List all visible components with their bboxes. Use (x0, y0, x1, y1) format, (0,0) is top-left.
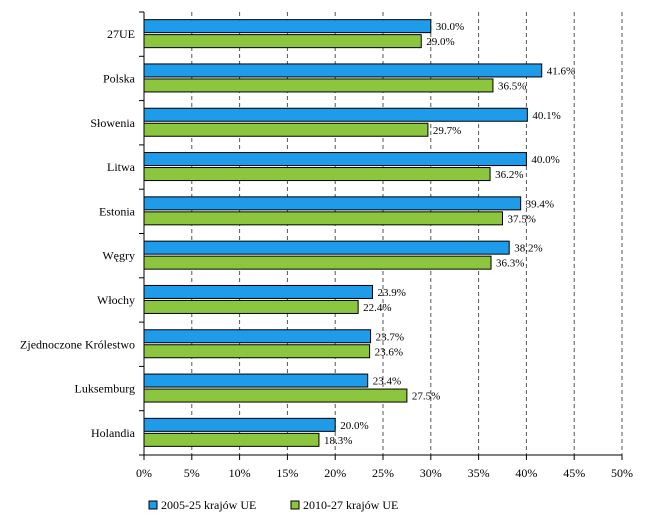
data-label: 23.4% (373, 376, 401, 388)
bar-series2 (143, 299, 359, 314)
x-tick-label: 5% (184, 466, 200, 480)
category-label: Słowenia (90, 116, 135, 130)
data-label: 36.2% (495, 169, 523, 181)
bar-series2 (143, 34, 422, 49)
bar-series2 (143, 388, 408, 403)
data-label: 40.0% (531, 154, 559, 166)
category-label: 27UE (107, 27, 135, 41)
bar-series1 (143, 63, 543, 78)
data-label: 41.6% (547, 65, 575, 77)
data-label: 22.4% (363, 302, 391, 314)
bar-series1 (143, 417, 336, 432)
data-label: 23.7% (376, 331, 404, 343)
x-tick-label: 45% (563, 466, 585, 480)
bar-series2 (143, 255, 492, 270)
data-label: 18.3% (324, 435, 352, 447)
category-label: Estonia (99, 204, 136, 218)
bar-series1 (143, 329, 372, 344)
bar-series2 (143, 211, 503, 226)
data-label: 40.1% (532, 110, 560, 122)
data-label: 23.6% (375, 346, 403, 358)
category-label: Holandia (91, 426, 136, 440)
data-label: 36.3% (496, 258, 524, 270)
bar-series1 (143, 152, 527, 167)
category-label: Włochy (97, 293, 135, 307)
category-label: Luksemburg (75, 382, 135, 396)
legend-swatch (148, 500, 158, 510)
bar-series2 (143, 122, 429, 137)
x-tick-label: 30% (420, 466, 442, 480)
data-label: 37.5% (508, 213, 536, 225)
data-label: 29.7% (433, 125, 461, 137)
data-label: 39.4% (526, 198, 554, 210)
data-label: 27.5% (412, 391, 440, 403)
bar-series1 (143, 284, 373, 299)
data-label: 29.0% (426, 36, 454, 48)
x-tick-label: 50% (611, 466, 633, 480)
x-tick-label: 0% (136, 466, 152, 480)
data-label: 30.0% (436, 21, 464, 33)
bar-series1 (143, 373, 369, 388)
data-label: 36.5% (498, 80, 526, 92)
category-label: Węgry (102, 249, 135, 263)
legend-label: 2005-25 krajów UE (161, 498, 256, 512)
bar-series1 (143, 240, 510, 255)
legend-swatch (290, 500, 300, 510)
bar-series2 (143, 167, 491, 182)
x-tick-label: 25% (372, 466, 394, 480)
x-tick-label: 10% (229, 466, 251, 480)
category-label: Polska (103, 71, 136, 85)
bar-series2 (143, 344, 371, 359)
bar-series2 (143, 78, 494, 93)
bar-series1 (143, 107, 528, 122)
data-label: 38.2% (514, 243, 542, 255)
bar-series2 (143, 432, 320, 447)
x-tick-label: 40% (515, 466, 537, 480)
legend-label: 2010-27 krajów UE (303, 498, 398, 512)
data-label: 23.9% (377, 287, 405, 299)
data-label: 20.0% (340, 420, 368, 432)
x-tick-label: 35% (468, 466, 490, 480)
bar-series1 (143, 196, 522, 211)
x-tick-label: 15% (276, 466, 298, 480)
bar-series1 (143, 19, 432, 34)
category-label: Litwa (107, 160, 136, 174)
category-label: Zjednoczone Królestwo (20, 337, 135, 351)
x-tick-label: 20% (324, 466, 346, 480)
